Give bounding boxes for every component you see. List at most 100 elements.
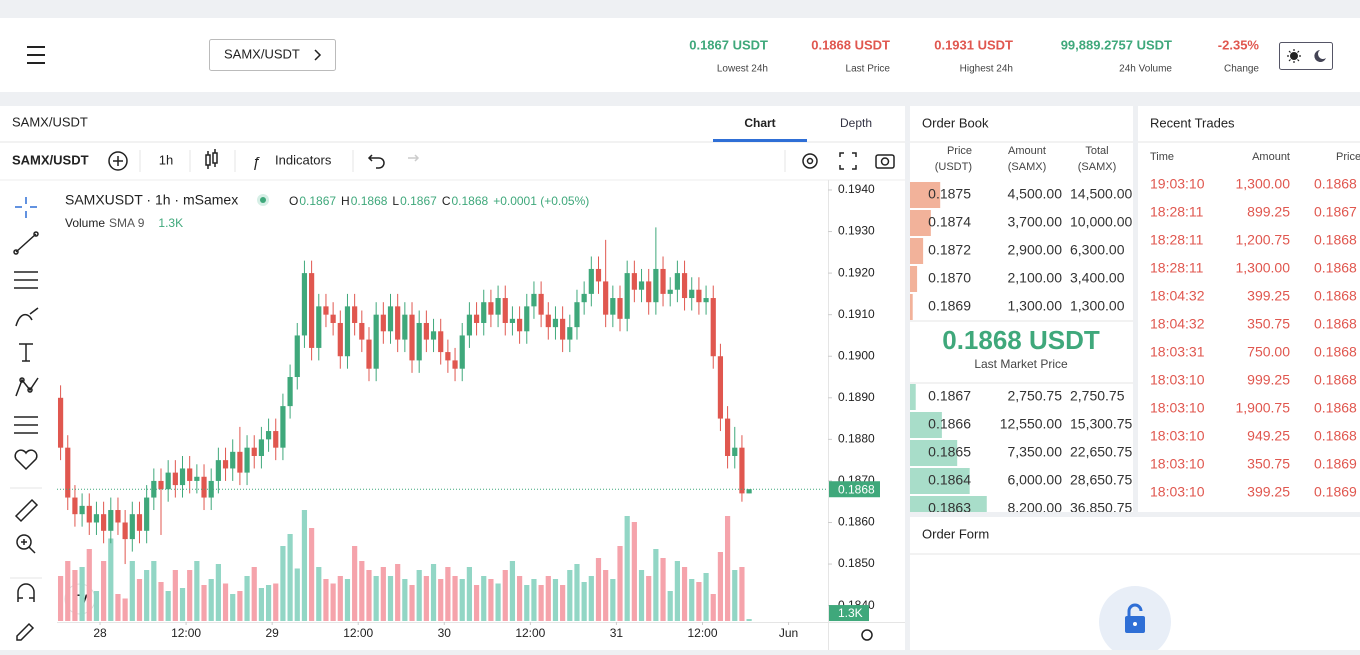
pair-button[interactable] <box>209 39 336 71</box>
candle-body <box>653 268 659 303</box>
candle-body <box>208 480 214 498</box>
depth-bar <box>910 440 958 466</box>
ob-amount: 7,350.00 <box>1008 444 1063 460</box>
volume-bar <box>136 579 143 621</box>
candle-body <box>387 306 394 332</box>
volume-bar <box>373 576 379 621</box>
trade-amount: 399.25 <box>1247 484 1290 500</box>
candle-body <box>502 298 508 323</box>
ob-total: 14,500.00 <box>1070 186 1132 202</box>
volume-bar <box>524 585 530 621</box>
last-price-box <box>829 481 880 498</box>
volume-bar <box>395 564 401 621</box>
candle-body <box>323 306 329 315</box>
axis-settings[interactable] <box>861 629 873 641</box>
volume-bar <box>481 576 487 621</box>
chevron <box>314 49 322 61</box>
volume-bar <box>222 583 229 621</box>
ob-price: 0.1875 <box>928 186 971 202</box>
volume-bar <box>215 564 221 621</box>
volume-bar <box>502 570 508 621</box>
volume-bar <box>251 567 257 621</box>
volume-bar <box>667 591 673 621</box>
volume-bar <box>86 549 92 621</box>
volume-bar <box>574 564 580 621</box>
volume-bar <box>473 585 480 621</box>
candle-body <box>316 306 322 348</box>
x-tick-label: 12:00 <box>687 626 717 640</box>
drawing-tools[interactable] <box>13 197 39 641</box>
y-tick-label: 0.1900 <box>838 348 875 362</box>
candle-body <box>681 273 688 299</box>
volume-bar <box>101 561 107 621</box>
volume-bar <box>294 568 300 621</box>
volume-bar <box>724 516 731 621</box>
ob-price: 0.1865 <box>928 444 971 460</box>
candle-body <box>689 289 695 299</box>
candle-body <box>165 472 171 490</box>
candle-body <box>509 318 516 323</box>
redo[interactable] <box>408 154 420 162</box>
trade-time: 18:28:11 <box>1150 204 1204 220</box>
candle-body <box>624 273 630 319</box>
volume-bar <box>265 585 272 621</box>
volume-bar <box>165 591 171 621</box>
candle-body <box>409 314 415 361</box>
candle-body <box>158 480 164 490</box>
tab-depth[interactable]: Depth <box>840 116 872 130</box>
add-symbol[interactable] <box>108 151 128 171</box>
ob-total: 2,750.75 <box>1070 388 1125 404</box>
undo[interactable] <box>367 154 385 169</box>
trade-time: 18:28:11 <box>1150 232 1204 248</box>
y-tick-label: 0.1930 <box>838 224 875 238</box>
candle-body <box>237 451 243 473</box>
candle-body <box>337 322 343 357</box>
volume-bar <box>208 579 214 621</box>
trade-time: 18:03:10 <box>1150 484 1205 500</box>
y-tick-label: 0.1860 <box>838 515 875 529</box>
volume-bar <box>323 579 329 621</box>
volume-bar <box>65 561 71 621</box>
candle-body <box>79 505 85 515</box>
candle-body <box>631 273 637 290</box>
candle-body <box>172 472 178 486</box>
x-tick-label: 31 <box>610 626 624 640</box>
trade-amount: 1,200.75 <box>1236 232 1291 248</box>
ob-amount: 4,500.00 <box>1008 186 1063 202</box>
tab-chart[interactable]: Chart <box>744 116 775 130</box>
theme-toggle[interactable] <box>1279 42 1333 70</box>
ob-price: 0.1872 <box>928 242 971 258</box>
x-tick-label: Jun <box>779 626 798 640</box>
screenshot[interactable] <box>875 154 895 169</box>
candle-body <box>459 335 465 369</box>
candle-body <box>230 451 236 469</box>
ob-amount: 1,300.00 <box>1008 298 1063 314</box>
candle-body <box>258 439 265 456</box>
volume-bar <box>423 576 429 621</box>
candle-type[interactable] <box>205 149 218 169</box>
candle-body <box>380 314 386 332</box>
trade-amount: 1,300.00 <box>1236 176 1291 192</box>
candle-body <box>215 460 221 481</box>
fullscreen[interactable] <box>839 152 857 170</box>
trade-amount: 750.00 <box>1247 344 1290 360</box>
volume-bar <box>438 579 444 621</box>
indicators[interactable]: Indicators <box>275 152 332 167</box>
candle-body <box>732 447 738 456</box>
moon-icon <box>1314 50 1326 62</box>
symbol[interactable]: SAMX/USDT <box>12 152 89 167</box>
volume-bar <box>129 561 135 621</box>
menu-button[interactable] <box>27 46 45 64</box>
settings[interactable] <box>802 153 818 169</box>
volume-bar <box>466 567 472 621</box>
candle-body <box>222 460 229 469</box>
interval[interactable]: 1h <box>159 152 173 167</box>
trade-time: 18:03:10 <box>1150 372 1205 388</box>
volume-bar <box>674 561 680 621</box>
ob-amount: 8,200.00 <box>1008 500 1063 516</box>
trade-amount: 999.25 <box>1247 372 1290 388</box>
volume-bar <box>187 570 193 621</box>
live-dot-core <box>260 197 266 203</box>
stat-label: 24h Volume <box>1119 64 1172 75</box>
volume-value: 1.3K <box>158 216 183 230</box>
